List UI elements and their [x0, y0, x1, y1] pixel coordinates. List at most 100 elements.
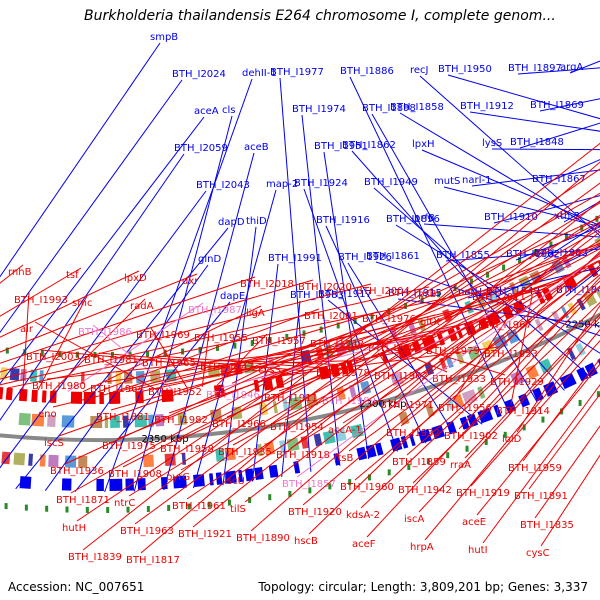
- reverse-gene-label: iscA: [404, 514, 424, 525]
- forward-cog-box: [48, 454, 59, 468]
- accession-text: Accession: NC_007651: [8, 580, 145, 594]
- reverse-gene-label: BTH_I1956: [438, 403, 492, 414]
- reverse-gene-label: BTH_I2001: [304, 311, 358, 322]
- reverse-gene-label: ligA: [246, 308, 265, 319]
- forward-gene-label: BTH_I2024: [172, 69, 226, 80]
- tick-dot: [328, 483, 332, 490]
- forward-gene: [96, 478, 104, 491]
- forward-gene-label: BTH_I1983: [290, 290, 344, 301]
- tick-dot: [268, 494, 272, 501]
- forward-cog-box: [28, 453, 34, 466]
- reverse-label-leader: [52, 298, 146, 392]
- reverse-gene-label: hscB: [294, 536, 318, 547]
- reverse-gene-label: rnhB: [8, 267, 32, 278]
- forward-label-leader: [515, 226, 600, 261]
- forward-label-leader: [519, 122, 600, 149]
- forward-gene: [431, 424, 446, 440]
- reverse-label-leader: [40, 349, 292, 375]
- tick-dot: [187, 503, 191, 510]
- forward-gene-label: BTH_I1896: [386, 214, 440, 225]
- reverse-cog-box: [348, 384, 357, 398]
- forward-gene: [160, 476, 168, 490]
- reverse-cog-box-inner: [39, 370, 44, 383]
- reverse-cog-box: [289, 396, 303, 411]
- reverse-cog-box-inner: [29, 369, 38, 382]
- reverse-gene-label: BTH_I2018: [240, 279, 294, 290]
- reverse-cog-box: [567, 302, 578, 316]
- reverse-gene-label: BTH_I1958: [160, 444, 214, 455]
- forward-label-leader: [491, 148, 600, 151]
- forward-label-leader: [133, 115, 233, 492]
- forward-cog-box: [538, 358, 553, 374]
- reverse-gene-label: aceF: [352, 539, 376, 550]
- reverse-gene-label: BTH_I1948: [310, 339, 364, 350]
- tick-dot: [348, 479, 352, 486]
- reverse-label-leader: [482, 383, 600, 544]
- forward-gene: [493, 404, 502, 418]
- tick-dot: [596, 391, 600, 398]
- reverse-gene-label: BTH_I1881: [96, 412, 150, 423]
- forward-gene: [61, 478, 72, 491]
- reverse-gene-label: iscS: [44, 438, 64, 449]
- reverse-label-leader: [150, 327, 188, 389]
- forward-cog-box: [215, 448, 225, 462]
- reverse-gene-label: rraA: [450, 460, 471, 471]
- forward-label-leader: [0, 79, 183, 334]
- reverse-label-leader: [516, 304, 600, 433]
- reverse-gene-label: aceE: [462, 517, 486, 528]
- forward-cog-box: [313, 433, 323, 447]
- tick-dot: [146, 505, 150, 512]
- forward-gene: [268, 464, 279, 478]
- reverse-gene-label: BTH_I1942: [398, 485, 452, 496]
- tick-dot: [24, 504, 28, 511]
- forward-gene-label: BTH_I1886: [340, 66, 394, 77]
- reverse-label-leader: [168, 274, 573, 414]
- forward-gene-label: BTH_I1974: [292, 104, 346, 115]
- forward-gene-label: glnD: [198, 254, 221, 265]
- reverse-gene-label: BTH_I1993: [14, 295, 68, 306]
- reverse-gene-label: BTH_I1952: [148, 387, 202, 398]
- reverse-gene-label: cysS: [258, 365, 281, 376]
- reverse-cog-box: [595, 288, 600, 300]
- reverse-gene-label: hutI: [468, 545, 488, 556]
- reverse-cog-box-inner: [9, 367, 20, 381]
- reverse-gene-label: cysC: [526, 548, 550, 559]
- reverse-label-leader: [354, 274, 600, 481]
- reverse-gene: [0, 387, 4, 400]
- tick-dot: [45, 505, 49, 512]
- reverse-gene-label: BTH_I1914: [496, 406, 550, 417]
- forward-gene-label: aceA: [194, 106, 219, 117]
- tick-dot: [564, 233, 568, 240]
- forward-gene-label: BTH_I1869: [530, 100, 584, 111]
- reverse-gene: [18, 388, 28, 402]
- reverse-label-leader: [412, 301, 600, 484]
- genome-summary-text: Topology: circular; Length: 3,809,201 bp…: [258, 580, 588, 594]
- forward-gene: [477, 407, 494, 424]
- reverse-label-leader: [244, 231, 600, 503]
- reverse-label-leader: [110, 281, 560, 411]
- reverse-gene-label: BTH_I1947: [200, 362, 254, 373]
- reverse-cog-box: [134, 414, 148, 428]
- reverse-label-leader: [64, 216, 600, 465]
- reverse-gene-label: BTH_I2003: [26, 352, 80, 363]
- reverse-gene-label: BTH_I1919: [456, 488, 510, 499]
- reverse-gene-label: BTH_I1969: [136, 330, 190, 341]
- forward-gene-label: smpB: [150, 32, 178, 43]
- forward-label-leader: [493, 195, 600, 224]
- tick-dot: [215, 344, 219, 351]
- reverse-gene: [262, 377, 274, 391]
- reverse-gene: [109, 391, 121, 404]
- reverse-gene-label: BTH_I1962: [374, 371, 428, 382]
- reverse-gene-label: ntrC: [114, 498, 135, 509]
- tick-dot: [163, 349, 167, 356]
- forward-gene-label: BTH_I1926: [338, 252, 392, 263]
- forward-gene-label: lysS: [482, 138, 502, 149]
- forward-gene-label: BTH_I1861: [366, 251, 420, 262]
- reverse-label-leader: [0, 270, 140, 338]
- forward-gene: [209, 473, 214, 486]
- tick-dot: [126, 506, 130, 513]
- reverse-label-leader: [0, 276, 256, 364]
- forward-gene-label: BTH_I2043: [196, 180, 250, 191]
- reverse-label-leader: [116, 242, 600, 440]
